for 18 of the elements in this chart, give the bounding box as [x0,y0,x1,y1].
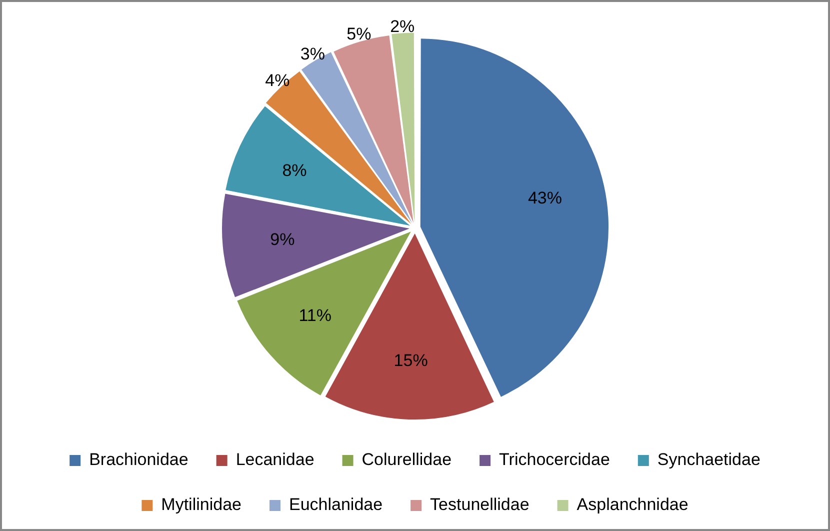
legend-label: Lecanidae [236,450,314,470]
legend-label: Asplanchnidae [576,495,688,514]
data-label: 8% [282,160,307,180]
data-label: 9% [270,230,295,250]
data-label: 11% [298,306,332,325]
data-label: 15% [394,350,428,370]
data-label: 2% [390,17,415,36]
legend-label: Colurellidae [362,450,452,470]
legend-label: Trichocercidae [499,450,610,470]
data-label: 3% [300,44,325,64]
legend-label: Testunellidae [430,495,530,514]
legend-label: Mytilinidae [161,495,242,514]
data-label: 4% [265,71,290,90]
legend-label: Euchlanidae [288,495,383,514]
data-label: 5% [346,24,372,44]
legend-label: Brachionidae [89,450,188,470]
legend-label: Synchaetidae [657,450,760,470]
data-label: 43% [528,188,562,208]
